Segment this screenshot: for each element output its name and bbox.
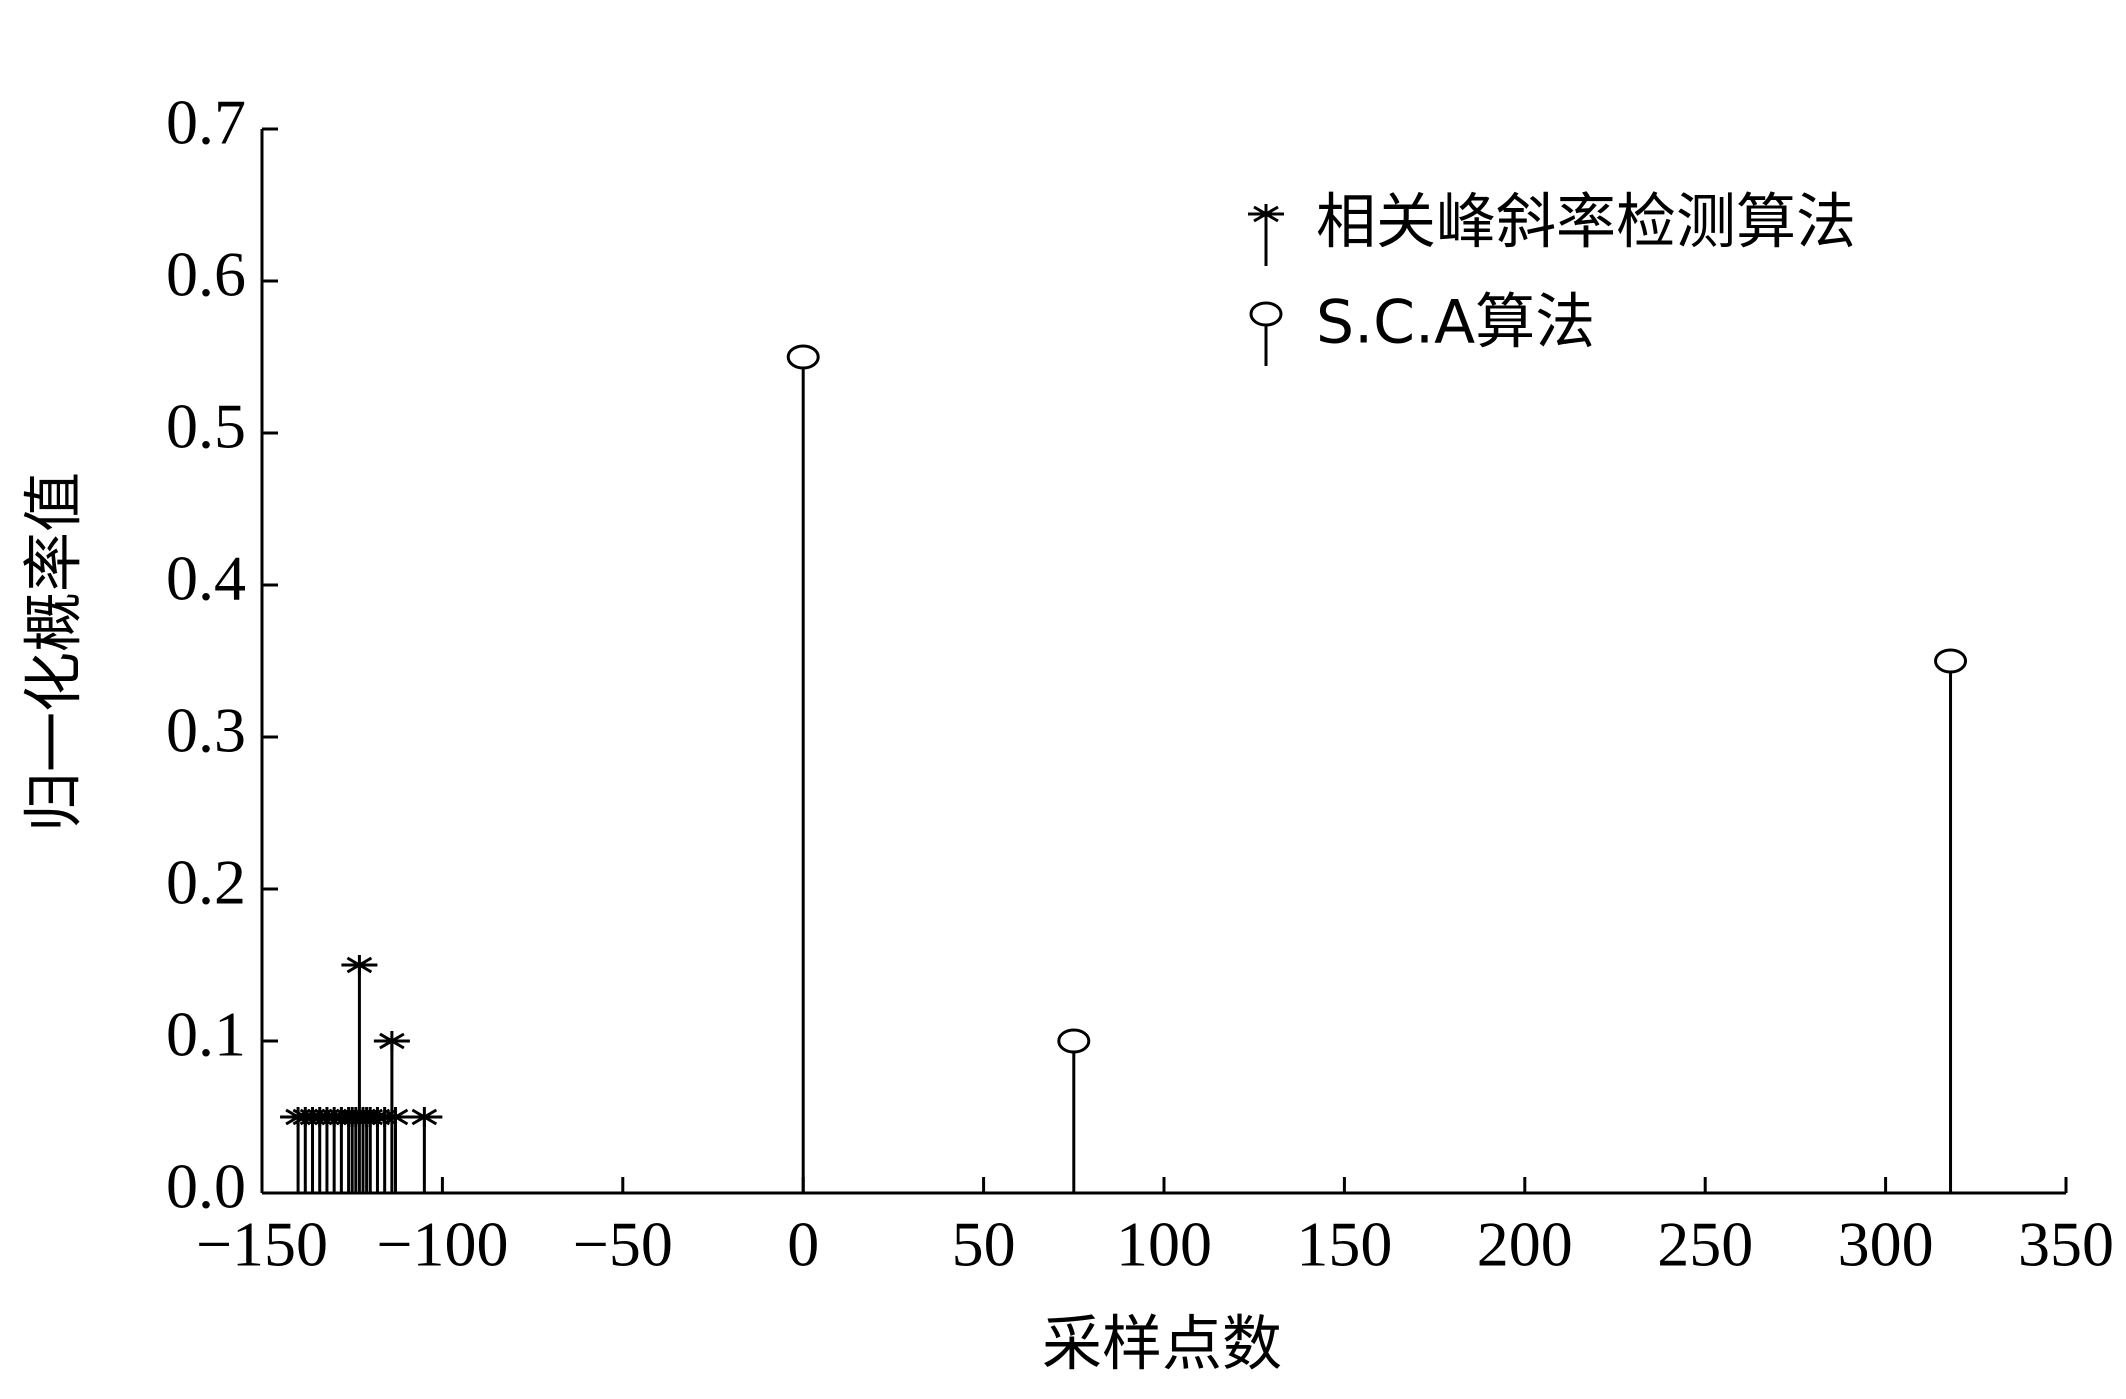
marker (786, 344, 820, 370)
y-tick-label: 0.0 (166, 1151, 246, 1222)
y-tick-label: 0.5 (166, 391, 246, 462)
y-tick-label: 0.4 (166, 543, 246, 614)
legend-label: 相关峰斜率检测算法 (1316, 188, 1856, 258)
y-tick-label: 0.1 (166, 999, 246, 1070)
marker (1249, 301, 1283, 327)
marker (341, 955, 378, 975)
x-tick-label: −50 (573, 1209, 673, 1280)
marker (406, 1107, 443, 1127)
stem (341, 955, 378, 1193)
x-tick-label: 0 (787, 1209, 819, 1280)
x-axis-label: 采样点数 (1042, 1310, 1282, 1380)
legend-entry: 相关峰斜率检测算法 (1248, 188, 1856, 266)
x-tick-label: 150 (1296, 1209, 1392, 1280)
stem (377, 1107, 414, 1193)
marker (1057, 1028, 1091, 1054)
y-axis-label: 归一化概率值 (20, 472, 90, 832)
marker (1248, 204, 1284, 224)
marker (1934, 648, 1968, 674)
marker (373, 1031, 410, 1051)
x-tick-label: −150 (196, 1209, 328, 1280)
stem (406, 1107, 443, 1193)
x-tick-label: 300 (1838, 1209, 1934, 1280)
x-tick-label: 200 (1477, 1209, 1573, 1280)
stem (1934, 648, 1968, 1193)
legend-label: S.C.A算法 (1316, 288, 1595, 358)
stem (1057, 1028, 1091, 1193)
y-tick-label: 0.3 (166, 695, 246, 766)
y-tick-label: 0.7 (166, 87, 246, 158)
x-tick-label: 350 (2018, 1209, 2114, 1280)
y-tick-label: 0.6 (166, 239, 246, 310)
x-tick-label: 250 (1657, 1209, 1753, 1280)
x-tick-label: 50 (952, 1209, 1016, 1280)
x-tick-label: −100 (376, 1209, 508, 1280)
stem (786, 344, 820, 1193)
marker (377, 1107, 414, 1127)
y-tick-label: 0.2 (166, 847, 246, 918)
x-tick-label: 100 (1116, 1209, 1212, 1280)
legend-entry: S.C.A算法 (1249, 288, 1595, 366)
